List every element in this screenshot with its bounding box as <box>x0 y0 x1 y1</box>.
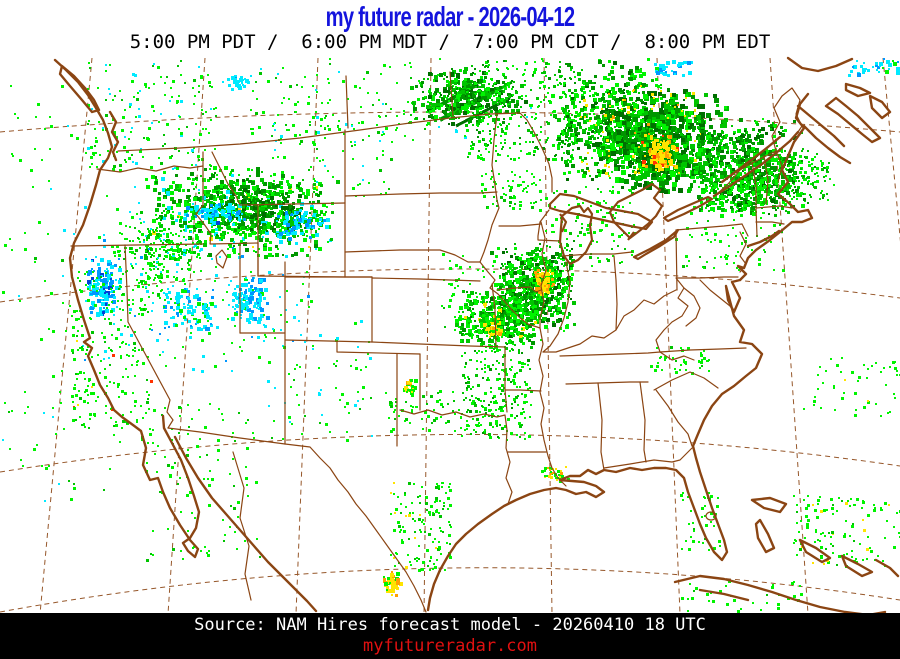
mexico-gulf-of-california-coast <box>173 435 318 613</box>
bahamas-cays <box>798 538 832 564</box>
bay-of-fundy <box>802 124 852 165</box>
green-bay <box>559 213 568 233</box>
cuba-south-coast <box>698 588 750 602</box>
lake-huron <box>608 182 664 240</box>
cape-breton <box>868 94 892 120</box>
vancouver-island <box>58 64 101 114</box>
lake-erie <box>632 228 680 261</box>
valid-time-subtitle: 5:00 PM PDT / 6:00 PM MDT / 7:00 PM CDT … <box>129 31 771 53</box>
mississippi-river <box>538 221 567 487</box>
us-canada-border <box>117 112 553 193</box>
grand-bahama <box>750 496 788 514</box>
lake-ontario <box>662 195 714 223</box>
atlantic-gulf-coast <box>426 92 814 612</box>
st-lawrence-river-north <box>720 135 782 184</box>
puget-sound <box>108 110 120 162</box>
coastlines <box>53 56 900 624</box>
nova-scotia <box>824 96 882 144</box>
new-brunswick-coast <box>796 104 846 148</box>
state-borders <box>70 71 803 613</box>
st-lawrence-river-south <box>712 130 800 198</box>
radar-echo-layer <box>2 58 900 613</box>
prince-edward-island <box>844 82 872 98</box>
great-lakes <box>215 182 717 521</box>
great-salt-lake <box>215 249 228 269</box>
gulf-of-st-lawrence <box>786 56 854 73</box>
page-title: my future radar - 2026-04-12 <box>325 1 575 32</box>
rio-grande <box>284 443 427 613</box>
model-source-text: Source: NAM Hires forecast model - 20260… <box>194 615 706 635</box>
lake-michigan <box>558 204 594 266</box>
footer-bar: Source: NAM Hires forecast model - 20260… <box>0 613 900 659</box>
ohio-river <box>542 289 677 353</box>
website-link[interactable]: myfutureradar.com <box>363 636 537 656</box>
andros-island <box>754 518 776 554</box>
long-island <box>746 229 781 248</box>
pacific-coast-baja <box>53 58 201 559</box>
